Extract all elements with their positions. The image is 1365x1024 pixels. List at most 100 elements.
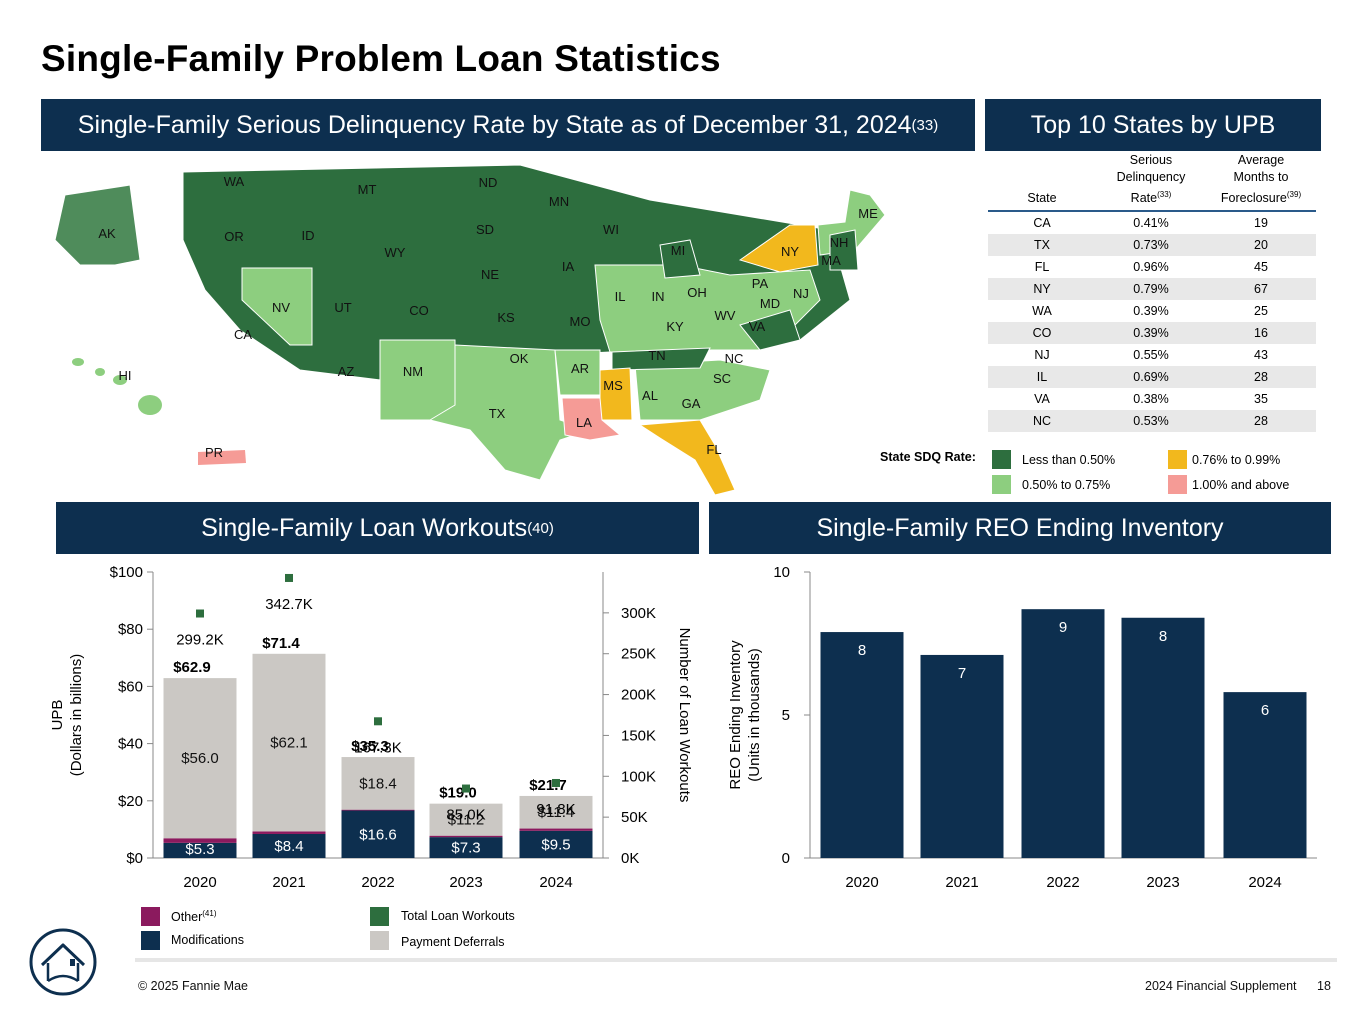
state-label: MN bbox=[549, 194, 569, 209]
reo-chart: 0 5 10 REO Ending Inventory (Units in thousa… bbox=[727, 564, 1317, 891]
state-tn bbox=[611, 347, 711, 371]
state-label: MS bbox=[603, 378, 623, 393]
map-banner-sup: (33) bbox=[911, 116, 939, 134]
bar-other bbox=[341, 809, 415, 811]
bar-modifications bbox=[519, 830, 593, 858]
state-label: OH bbox=[687, 285, 707, 300]
reo-bar bbox=[1223, 692, 1307, 858]
col-months-l2: Months to bbox=[1233, 170, 1289, 184]
bar-other bbox=[519, 828, 593, 831]
legend-label-deferrals: Payment Deferrals bbox=[401, 935, 505, 949]
y-tick-label: $40 bbox=[118, 736, 143, 753]
footer-doc-title: 2024 Financial Supplement bbox=[1145, 979, 1297, 993]
cell-state: NC bbox=[988, 410, 1096, 433]
legend-swatch-total bbox=[370, 907, 389, 926]
y2-tick-label: 200K bbox=[621, 687, 656, 704]
cell-rate: 0.39% bbox=[1096, 322, 1206, 345]
us-map: WA MT ND MN AK OR ID SD WI ME WY NY NH MA MI IA NE NV UT CO… bbox=[54, 164, 886, 496]
reo-y-axis-label-line2: (Units in thousands) bbox=[746, 648, 763, 781]
state-label: PA bbox=[752, 276, 769, 291]
cell-rate: 0.39% bbox=[1133, 304, 1169, 319]
label-modifications: $5.3 bbox=[185, 841, 214, 858]
label-loan-workouts: 342.7K bbox=[265, 596, 313, 613]
table-row: NY 0.79% 67 bbox=[988, 278, 1316, 301]
col-months-l3: Foreclosure bbox=[1220, 191, 1287, 206]
state-label: NH bbox=[830, 235, 849, 250]
reo-bar-label: 6 bbox=[1261, 702, 1269, 719]
reo-bar-label: 8 bbox=[858, 642, 866, 659]
legend-swatch-deferrals bbox=[370, 931, 389, 950]
state-va bbox=[739, 309, 801, 351]
state-label: VA bbox=[749, 319, 766, 334]
state-label: MD bbox=[760, 296, 780, 311]
label-total-upb: $35.3 bbox=[351, 738, 389, 755]
state-label: LA bbox=[576, 415, 592, 430]
state-label: AL bbox=[642, 388, 658, 403]
state-label: FL bbox=[706, 442, 721, 457]
x-tick-label: 2022 bbox=[361, 874, 394, 891]
label-deferrals: $62.1 bbox=[270, 735, 308, 752]
label-loan-workouts: 91.8K bbox=[536, 801, 575, 818]
label-deferrals: $18.4 bbox=[359, 775, 397, 792]
cell-months: 19 bbox=[1254, 216, 1268, 231]
y-tick-label: $100 bbox=[110, 564, 143, 581]
cell-months: 20 bbox=[1206, 234, 1316, 257]
y-tick-label: $0 bbox=[126, 850, 143, 867]
y2-tick-label: 50K bbox=[621, 809, 648, 826]
legend-swatch-100plus bbox=[1168, 475, 1187, 494]
cell-state: NJ bbox=[1034, 348, 1050, 363]
state-label: GA bbox=[682, 396, 701, 411]
legend-label-50-75: 0.50% to 0.75% bbox=[1022, 478, 1111, 492]
reo-bar bbox=[920, 654, 1004, 858]
bar-payment-deferrals bbox=[341, 757, 415, 810]
state-label: CO bbox=[409, 303, 429, 318]
state-label: NV bbox=[272, 300, 290, 315]
y2-tick-label: 150K bbox=[621, 727, 656, 744]
label-modifications: $7.3 bbox=[451, 840, 480, 857]
table-row: NC 0.53% 28 bbox=[988, 410, 1316, 433]
state-label: SD bbox=[476, 222, 494, 237]
map-banner: Single-Family Serious Delinquency Rate b… bbox=[41, 99, 975, 151]
state-label: WY bbox=[385, 245, 406, 260]
x-tick-label: 2023 bbox=[449, 874, 482, 891]
state-label: WV bbox=[715, 308, 736, 323]
marker-loan-workouts bbox=[374, 717, 382, 726]
workouts-banner: Single-Family Loan Workouts (40) bbox=[56, 502, 699, 554]
cell-rate: 0.69% bbox=[1096, 366, 1206, 389]
state-hi bbox=[72, 358, 162, 415]
bar-modifications bbox=[163, 842, 237, 858]
bar-payment-deferrals bbox=[163, 678, 237, 839]
page-title: Single-Family Problem Loan Statistics bbox=[41, 38, 721, 79]
label-loan-workouts: 167.3K bbox=[354, 739, 402, 756]
cell-rate: 0.96% bbox=[1133, 260, 1169, 275]
bar-other bbox=[429, 835, 503, 838]
state-label: NE bbox=[481, 267, 499, 282]
cell-rate: 0.38% bbox=[1133, 392, 1169, 407]
state-label: WI bbox=[603, 222, 619, 237]
bar-payment-deferrals bbox=[252, 653, 326, 832]
legend-swatch-76-99 bbox=[1168, 450, 1187, 469]
reo-bar bbox=[820, 632, 904, 858]
state-label: AK bbox=[98, 226, 116, 241]
state-label: MI bbox=[671, 243, 685, 258]
state-label: NJ bbox=[793, 286, 809, 301]
top10-banner-title: Top 10 States by UPB bbox=[1030, 110, 1276, 139]
state-label: NM bbox=[403, 364, 423, 379]
legend-swatch-50-75 bbox=[992, 475, 1011, 494]
state-label: CA bbox=[234, 327, 252, 342]
cell-months: 28 bbox=[1206, 366, 1316, 389]
state-pr bbox=[198, 450, 246, 465]
y-axis-label-line2: (Dollars in billions) bbox=[68, 654, 85, 777]
label-total-upb: $71.4 bbox=[262, 635, 300, 652]
fannie-mae-logo bbox=[29, 928, 97, 996]
state-label: MO bbox=[570, 314, 591, 329]
reo-bar-label: 7 bbox=[958, 665, 966, 682]
label-loan-workouts: 85.0K bbox=[446, 807, 485, 824]
reo-y-axis-label: REO Ending Inventory (Units in thousands) bbox=[727, 640, 763, 790]
reo-y-tick-label: 0 bbox=[782, 850, 790, 867]
cell-rate: 0.41% bbox=[1133, 216, 1169, 231]
reo-x-tick-label: 2020 bbox=[845, 874, 878, 891]
label-total-upb: $21.7 bbox=[529, 777, 567, 794]
state-ak bbox=[54, 184, 141, 266]
state-southeast bbox=[634, 359, 771, 421]
